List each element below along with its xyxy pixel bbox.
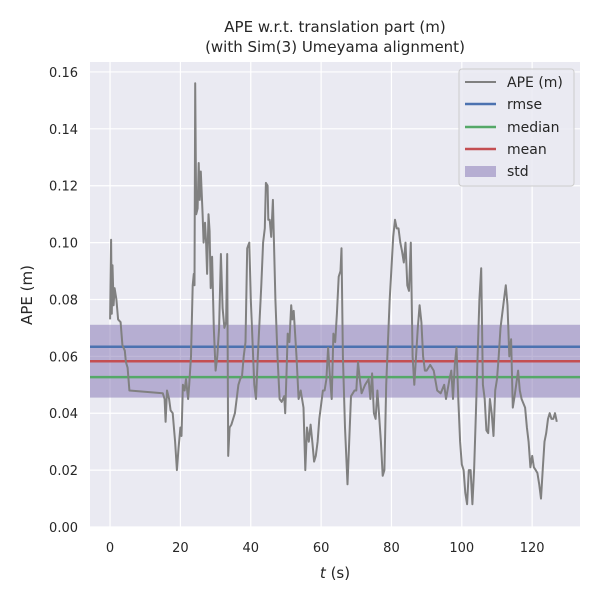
y-tick-labels: 0.00 0.02 0.04 0.06 0.08 0.10 0.12 0.14 0.16 bbox=[49, 66, 78, 536]
y-tick-label: 0.00 bbox=[49, 521, 78, 536]
y-tick-label: 0.08 bbox=[49, 293, 78, 308]
legend-label-median: median bbox=[507, 120, 559, 136]
x-tick-labels: 0 20 40 60 80 100 120 bbox=[106, 541, 545, 556]
y-tick-label: 0.10 bbox=[49, 237, 78, 252]
legend: APE (m) rmse median mean std bbox=[458, 68, 575, 187]
x-axis-label: t (s) bbox=[320, 564, 350, 582]
x-tick-label: 0 bbox=[106, 541, 114, 556]
y-axis-label: APE (m) bbox=[18, 265, 36, 325]
x-tick-label: 80 bbox=[383, 541, 400, 556]
x-tick-label: 20 bbox=[172, 541, 189, 556]
chart-title: APE w.r.t. translation part (m) bbox=[224, 18, 445, 36]
chart-subtitle: (with Sim(3) Umeyama alignment) bbox=[205, 38, 465, 56]
legend-label-std: std bbox=[507, 164, 529, 180]
y-tick-label: 0.04 bbox=[49, 407, 78, 422]
ape-series-line bbox=[109, 82, 558, 506]
legend-label-rmse: rmse bbox=[507, 97, 542, 113]
x-tick-label: 40 bbox=[242, 541, 259, 556]
y-tick-label: 0.12 bbox=[49, 180, 78, 195]
y-tick-label: 0.14 bbox=[49, 123, 78, 138]
y-tick-label: 0.16 bbox=[49, 66, 78, 81]
legend-label-mean: mean bbox=[507, 142, 547, 158]
x-tick-label: 100 bbox=[449, 541, 474, 556]
x-tick-label: 60 bbox=[313, 541, 330, 556]
legend-swatch-std bbox=[465, 166, 496, 177]
legend-label-ape: APE (m) bbox=[507, 75, 563, 91]
y-tick-label: 0.06 bbox=[49, 350, 78, 365]
y-tick-label: 0.02 bbox=[49, 464, 78, 479]
x-tick-label: 120 bbox=[520, 541, 545, 556]
